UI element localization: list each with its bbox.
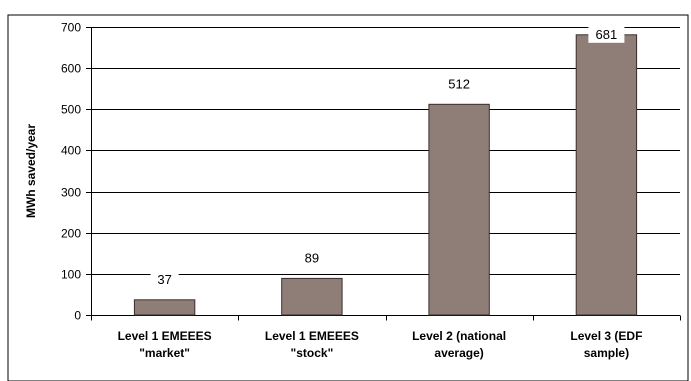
x-tick-label: sample) <box>584 346 629 360</box>
y-axis-title: MWh saved/year <box>24 124 38 218</box>
data-label: 37 <box>157 272 171 287</box>
y-tick-label: 500 <box>61 103 81 117</box>
chart-frame <box>7 14 689 381</box>
y-tick-label: 700 <box>61 21 81 35</box>
x-tick-labels: Level 1 EMEEES "market" Level 1 EMEEES "sto… <box>118 329 643 360</box>
data-labels: 37 89 512 681 <box>150 24 625 288</box>
data-label: 681 <box>596 27 618 42</box>
y-tick-label: 600 <box>61 62 81 76</box>
data-label-box <box>297 248 326 267</box>
y-tick-label: 0 <box>74 309 81 323</box>
x-tick-label: "stock" <box>291 346 334 360</box>
y-tick-label: 300 <box>61 186 81 200</box>
data-label-box <box>441 74 478 93</box>
x-tick-label: Level 1 EMEEES <box>265 329 359 343</box>
data-label: 512 <box>448 76 470 91</box>
bar <box>575 34 638 316</box>
data-label-box <box>150 269 179 288</box>
y-tick-label: 100 <box>61 268 81 282</box>
x-tick-label: Level 2 (national <box>412 329 506 343</box>
y-tick-label: 400 <box>61 144 81 158</box>
data-label: 89 <box>305 250 319 265</box>
bars <box>133 34 638 316</box>
y-tick-label: 200 <box>61 227 81 241</box>
bar <box>428 103 490 316</box>
bar <box>133 299 196 316</box>
bar <box>281 277 343 316</box>
data-label-box <box>588 24 625 43</box>
x-tick-label: Level 3 (EDF <box>570 329 642 343</box>
x-tick-label: "market" <box>139 346 190 360</box>
x-tick-label: average) <box>434 346 483 360</box>
x-tick-label: Level 1 EMEEES <box>118 329 212 343</box>
y-tick-labels: 0 100 200 300 400 500 600 700 <box>61 21 81 323</box>
